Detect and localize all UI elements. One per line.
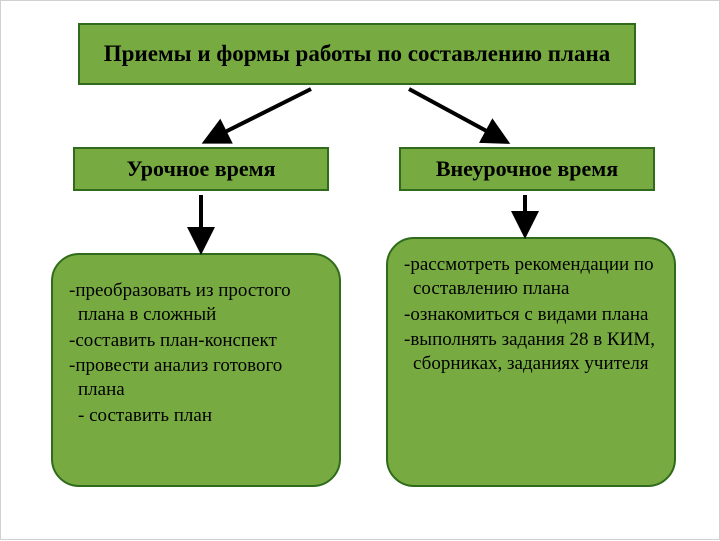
left-branch-box: Урочное время [73, 147, 329, 191]
right-branch-label: Внеурочное время [436, 156, 618, 182]
list-item: -рассмотреть рекомендации по составлению… [404, 253, 660, 302]
right-item-list: -рассмотреть рекомендации по составлению… [404, 253, 660, 377]
title-box: Приемы и формы работы по составлению пла… [78, 23, 636, 85]
list-item: -составить план-конспект [69, 329, 325, 353]
list-item: -ознакомиться с видами плана [404, 303, 660, 327]
left-branch-label: Урочное время [126, 156, 275, 182]
list-item: -выполнять задания 28 в КИМ, сборниках, … [404, 328, 660, 377]
list-item: -провести анализ готового плана [69, 354, 325, 403]
list-item: - составить план [69, 404, 325, 428]
right-branch-box: Внеурочное время [399, 147, 655, 191]
arrow [409, 89, 505, 141]
left-content-box: -преобразовать из простого плана в сложн… [51, 253, 341, 487]
arrow [207, 89, 311, 141]
list-item: -преобразовать из простого плана в сложн… [69, 279, 325, 328]
right-content-box: -рассмотреть рекомендации по составлению… [386, 237, 676, 487]
title-text: Приемы и формы работы по составлению пла… [104, 40, 610, 68]
left-item-list: -преобразовать из простого плана в сложн… [69, 279, 325, 428]
